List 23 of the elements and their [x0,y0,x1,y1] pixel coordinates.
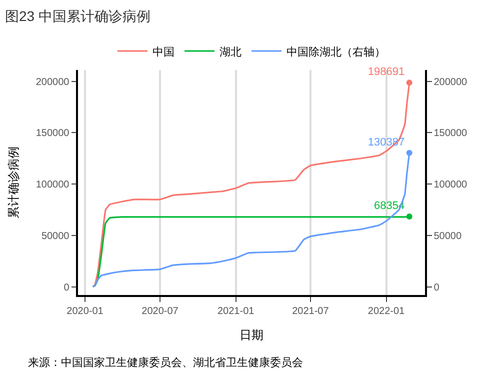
legend-label: 湖北 [220,45,242,58]
y-tick-label: 0 [64,282,70,294]
y2-tick-label: 50000 [434,230,462,242]
data-label: 198691 [368,66,405,78]
y-axis-title: 累计确诊病例 [6,146,21,218]
chart-title: 图23 中国累计确诊病例 [5,8,150,24]
legend-label: 中国除湖北（右轴） [286,45,386,58]
y2-tick-label: 200000 [434,76,468,88]
y-tick-label: 200000 [36,76,70,88]
y2-tick-label: 100000 [434,180,468,191]
x-tick-label: 2022-01 [368,306,406,317]
x-tick-label: 2020-01 [66,306,104,317]
legend-label: 中国 [152,45,174,58]
source-note: 来源：中国国家卫生健康委员会、湖北省卫生健康委员会 [28,356,303,369]
x-axis-title: 日期 [240,328,264,342]
y-tick-label: 50000 [41,230,70,242]
y-tick-label: 100000 [36,180,70,191]
x-tick-label: 2021-01 [217,306,255,317]
x-tick-label: 2021-07 [292,306,330,317]
y2-tick-label: 0 [434,282,440,294]
x-tick-label: 2020-07 [142,306,179,317]
y2-tick-label: 150000 [434,128,468,140]
y-tick-label: 150000 [36,128,70,140]
